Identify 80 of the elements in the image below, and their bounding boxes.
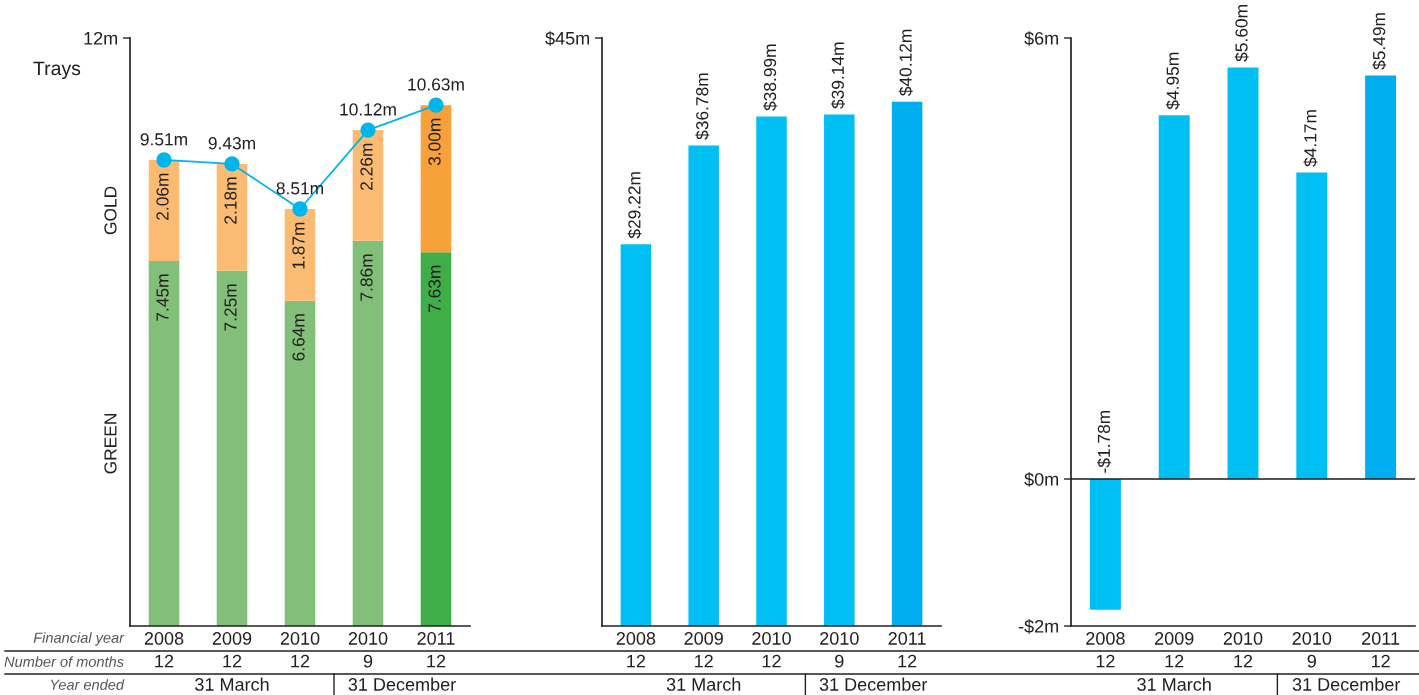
data-label: -$1.78m xyxy=(1097,410,1112,473)
point xyxy=(360,122,376,138)
text: Year ended xyxy=(50,679,125,690)
y-tick-label: $45m xyxy=(545,31,590,46)
data-label: 7.86m xyxy=(360,254,373,301)
bar xyxy=(620,244,652,626)
bar xyxy=(420,105,452,253)
bar xyxy=(756,116,787,626)
bar xyxy=(1227,67,1259,479)
data-label: $29.22m xyxy=(627,172,642,239)
point xyxy=(224,156,240,172)
data-label: 1.87m xyxy=(292,222,305,269)
text: 31 March xyxy=(666,677,741,691)
bar xyxy=(1296,172,1328,479)
x-tick-label: 2010 9 xyxy=(820,632,859,668)
bar xyxy=(891,101,923,626)
x-tick-label: 2008 12 xyxy=(1086,632,1125,668)
bar xyxy=(284,300,316,626)
data-label: 2.06m xyxy=(156,173,169,220)
bar xyxy=(688,145,719,626)
bar xyxy=(352,240,384,626)
data-label: $4.95m xyxy=(1165,52,1180,110)
x-tick-label: 2011 12 xyxy=(888,632,926,668)
data-label: $5.60m xyxy=(1234,5,1249,62)
data-label: 6.64m xyxy=(292,314,305,361)
y-tick-label: 12m xyxy=(84,31,118,45)
data-label: 7.63m xyxy=(428,265,441,312)
bar xyxy=(352,130,384,241)
x-tick-label: 2010 12 xyxy=(1223,632,1263,668)
x-tick-label: 2008 12 xyxy=(616,632,656,668)
bar xyxy=(420,252,452,626)
text: Number of months xyxy=(4,656,124,667)
data-label: 7.45m xyxy=(156,274,169,321)
text: 31 December xyxy=(348,677,456,691)
x-tick-label: 2010 9 xyxy=(348,632,388,668)
bar xyxy=(148,260,180,626)
data-label: 3.00m xyxy=(428,118,441,166)
x-tick-label: 2009 12 xyxy=(684,632,723,668)
x-tick-label: 2011 12 xyxy=(417,632,455,668)
x-tick-label: 2009 12 xyxy=(212,632,252,668)
data-label: $36.78m xyxy=(695,73,710,140)
point xyxy=(428,97,444,113)
point xyxy=(156,152,172,168)
bar xyxy=(1158,115,1190,479)
point xyxy=(292,201,308,217)
text: 31 December xyxy=(1292,677,1401,691)
bar xyxy=(216,270,248,626)
data-label: 9.43m xyxy=(208,137,255,150)
data-label: 9.51m xyxy=(140,133,187,146)
x-tick-label: 2011 12 xyxy=(1362,632,1400,668)
data-label: 10.12m xyxy=(340,103,396,116)
data-label: $5.49m xyxy=(1372,13,1387,70)
x-tick-label: 2010 12 xyxy=(280,632,320,668)
text: 31 March xyxy=(1137,677,1211,691)
x-tick-label: 2008 12 xyxy=(144,632,184,668)
bar xyxy=(1089,479,1121,610)
y-tick-label: $6m xyxy=(1024,31,1059,46)
data-label: 7.25m xyxy=(224,284,237,331)
bar xyxy=(284,209,316,301)
data-label: 2.18m xyxy=(224,177,237,224)
text: 31 December xyxy=(819,677,928,691)
x-tick-label: 2010 12 xyxy=(752,632,791,668)
data-label: $4.17m xyxy=(1303,110,1318,167)
y-tick-label: $0m xyxy=(1024,472,1059,487)
bar xyxy=(1365,75,1397,479)
text: GREEN xyxy=(104,414,117,474)
x-tick-label: 2010 9 xyxy=(1292,632,1332,668)
data-label: 10.63m xyxy=(408,78,464,91)
text: Trays xyxy=(33,61,81,80)
bar xyxy=(216,163,248,271)
bar xyxy=(824,114,855,626)
text: GOLD xyxy=(104,186,117,235)
data-label: $39.14m xyxy=(830,42,845,109)
text: Financial year xyxy=(33,632,125,646)
data-label: 2.26m xyxy=(360,143,373,190)
data-label: $38.99m xyxy=(763,44,778,111)
y-tick-label: -$2m xyxy=(1018,619,1059,634)
data-label: $40.12m xyxy=(898,29,913,97)
text: 31 March xyxy=(195,677,269,691)
x-tick-label: 2009 12 xyxy=(1155,632,1194,668)
